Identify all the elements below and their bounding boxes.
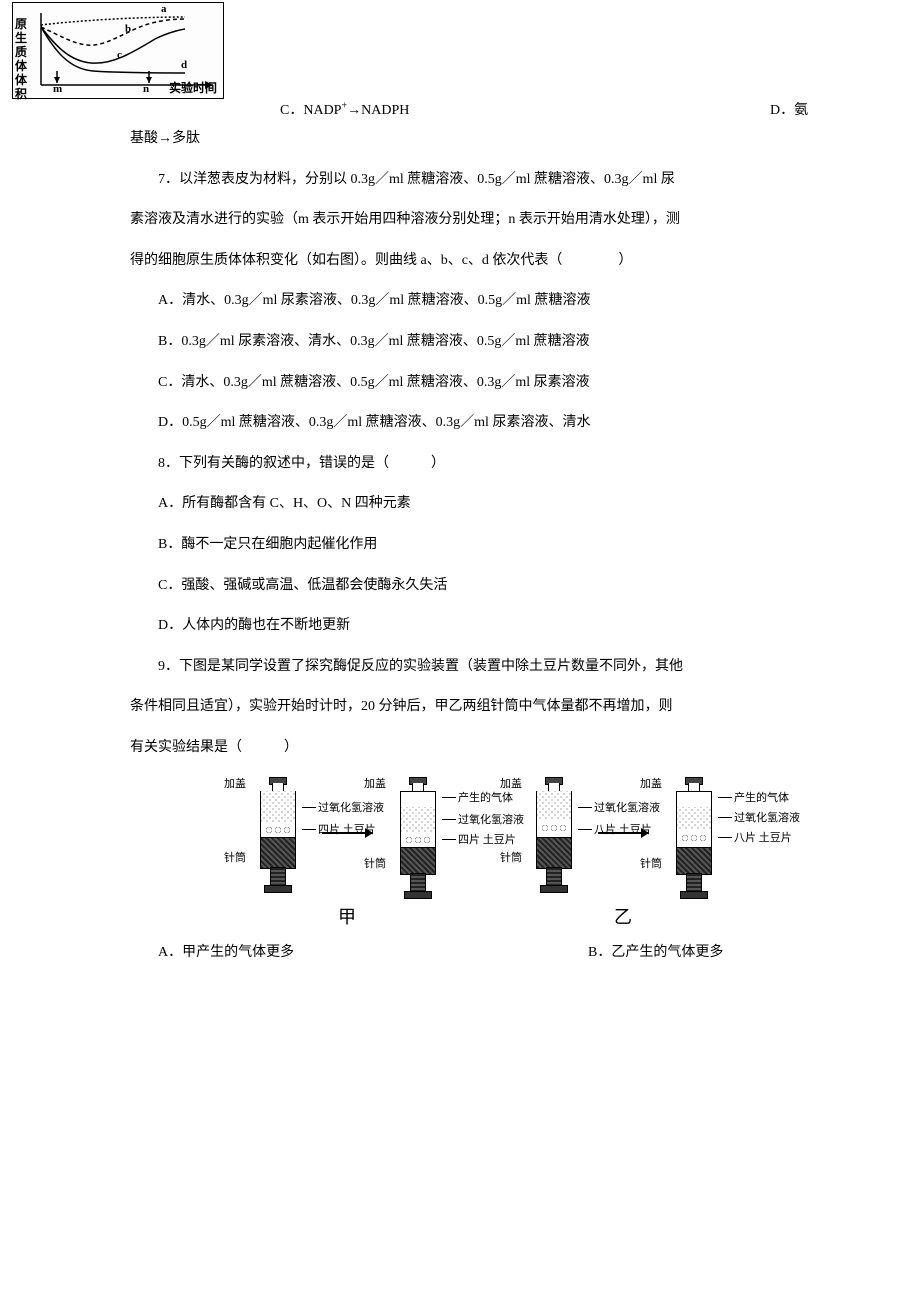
ann-gas2: 产生的气体 [734, 792, 789, 804]
q6-option-c-label: C． [280, 103, 303, 118]
apparatus-jia: 加盖 过氧化氢溶液 四片 土豆片 针筒 加盖 [254, 777, 440, 929]
ann-liquid2: 过氧化氢溶液 [458, 814, 524, 826]
yi-before-syringe: 加盖 过氧化氢溶液 八片 土豆片 针筒 [530, 777, 576, 897]
jia-after-syringe: 加盖 产生的气体 过氧化氢溶液 四片 土豆片 针筒 [394, 777, 440, 897]
q6-option-d-label: D． [770, 103, 794, 118]
caption-jia: 甲 [254, 903, 440, 929]
curve-label-d: d [181, 59, 187, 71]
graph-x-axis-label: 实验时间 [169, 79, 217, 96]
q6-option-d-text: 氨 [794, 103, 808, 118]
q9-stem-line1: 9．下图是某同学设置了探究酶促反应的实验装置（装置中除土豆片数量不同外，其他 [130, 647, 840, 688]
ann-needle2: 针筒 [364, 855, 386, 871]
q8-stem: 8．下列有关酶的叙述中，错误的是（ ） [130, 444, 840, 485]
q8-option-d: D．人体内的酶也在不断地更新 [130, 606, 840, 647]
q7-stem-line3: 得的细胞原生质体体积变化（如右图）。则曲线 a、b、c、d 依次代表（ ） [130, 241, 840, 282]
arrow-icon-2 [598, 777, 648, 897]
ann-needle3: 针筒 [500, 849, 522, 865]
ann-top: 加盖 [224, 775, 246, 791]
apparatus-yi: 加盖 过氧化氢溶液 八片 土豆片 针筒 加盖 [530, 777, 716, 929]
ann-potato2: 四片 土豆片 [458, 834, 516, 846]
ann-top3: 加盖 [500, 775, 522, 791]
document-body: C．NADP+→NADPH D．氨 基酸→多肽 7．以洋葱表皮为材料，分别以 0… [0, 99, 920, 1013]
q7-option-d: D．0.5g／ml 蔗糖溶液、0.3g／ml 蔗糖溶液、0.3g／ml 尿素溶液… [130, 403, 840, 444]
q9-option-a: A．甲产生的气体更多 [158, 933, 588, 974]
marker-m: m [53, 83, 62, 95]
q7-option-c: C．清水、0.3g／ml 蔗糖溶液、0.5g／ml 蔗糖溶液、0.3g／ml 尿… [130, 363, 840, 404]
q7-stem-line2: 素溶液及清水进行的实验（m 表示开始用四种溶液分别处理；n 表示开始用清水处理）… [130, 200, 840, 241]
ann-liquid4: 过氧化氢溶液 [734, 812, 800, 824]
curve-label-c: c [117, 49, 122, 61]
curve-label-b: b [125, 23, 131, 35]
q6-option-c-t1: NADP [303, 103, 341, 118]
q8-option-a: A．所有酶都含有 C、H、O、N 四种元素 [130, 484, 840, 525]
ann-top4: 加盖 [640, 775, 662, 791]
q7-option-a: A．清水、0.3g／ml 尿素溶液、0.3g／ml 蔗糖溶液、0.5g／ml 蔗… [130, 281, 840, 322]
ann-potato4: 八片 土豆片 [734, 832, 792, 844]
q6-options-cd: C．NADP+→NADPH D．氨 [130, 99, 840, 119]
ann-gas1: 产生的气体 [458, 792, 513, 804]
q9-option-b: B．乙产生的气体更多 [588, 933, 723, 974]
q7-option-b: B．0.3g／ml 尿素溶液、清水、0.3g／ml 蔗糖溶液、0.5g／ml 蔗… [130, 322, 840, 363]
arrow-icon [322, 777, 372, 897]
curve-label-a: a [161, 3, 167, 15]
q8-option-c: C．强酸、强碱或高温、低温都会使酶永久失活 [130, 566, 840, 607]
q6c-arrow: → [347, 103, 361, 118]
q9-figures: 加盖 过氧化氢溶液 四片 土豆片 针筒 加盖 [130, 777, 840, 929]
q6d-continuation: 基酸→多肽 [130, 119, 840, 160]
jia-before-syringe: 加盖 过氧化氢溶液 四片 土豆片 针筒 [254, 777, 300, 897]
ann-needle1: 针筒 [224, 849, 246, 865]
q7-stem-line1: 7．以洋葱表皮为材料，分别以 0.3g／ml 蔗糖溶液、0.5g／ml 蔗糖溶液… [130, 160, 840, 201]
q9-options-ab: A．甲产生的气体更多 B．乙产生的气体更多 [130, 933, 840, 974]
yi-after-syringe: 加盖 产生的气体 过氧化氢溶液 八片 土豆片 针筒 [670, 777, 716, 897]
marker-n: n [143, 83, 149, 95]
ann-needle4: 针筒 [640, 855, 662, 871]
protoplast-volume-graph: 原生质体体积 实验时间 a b c d m n [12, 2, 224, 99]
caption-yi: 乙 [530, 903, 716, 929]
q6c-t2: NADPH [361, 103, 409, 118]
ann-top2: 加盖 [364, 775, 386, 791]
q9-stem-line2: 条件相同且适宜），实验开始时计时，20 分钟后，甲乙两组针筒中气体量都不再增加，… [130, 687, 840, 728]
q8-option-b: B．酶不一定只在细胞内起催化作用 [130, 525, 840, 566]
graph-y-axis-label: 原生质体体积 [15, 17, 29, 101]
q9-stem-line3: 有关实验结果是（ ） [130, 728, 840, 769]
